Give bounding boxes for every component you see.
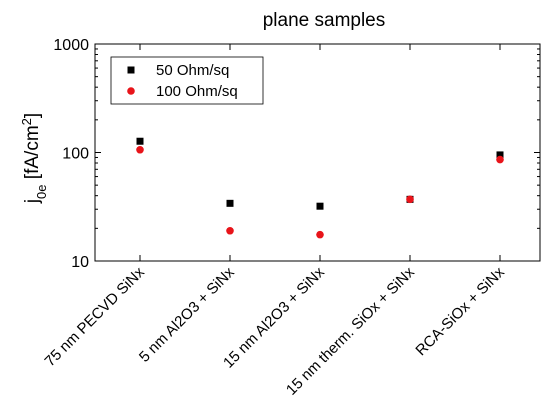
data-point-100-ohm — [496, 155, 504, 164]
legend-label-50-ohm: 50 Ohm/sq — [156, 62, 229, 79]
x-category-label: 5 nm Al2O3 + SiNx — [136, 263, 238, 365]
legend: 50 Ohm/sq 100 Ohm/sq — [110, 56, 264, 105]
y-axis — [95, 48, 540, 262]
data-point-100-ohm — [406, 195, 414, 204]
legend-marker-100-ohm — [127, 87, 135, 95]
legend-marker-50-ohm — [127, 66, 135, 74]
y-tick-label: 1000 — [53, 37, 89, 54]
x-axis — [139, 44, 501, 261]
data-point-50-ohm — [136, 137, 144, 145]
data-point-50-ohm — [496, 151, 504, 159]
y-tick-labels: 10 100 1000 — [53, 37, 89, 271]
data-point-100-ohm — [226, 226, 234, 235]
data-points — [136, 137, 504, 239]
data-point-50-ohm — [316, 202, 324, 210]
x-category-label: 75 nm PECVD SiNx — [41, 263, 148, 370]
legend-box — [110, 56, 264, 105]
data-point-50-ohm — [226, 199, 234, 207]
data-point-100-ohm — [136, 145, 144, 154]
y-axis-label: j0e [fA/cm2] — [19, 113, 49, 204]
y-tick-label: 10 — [71, 254, 89, 271]
chart-title: plane samples — [263, 10, 386, 31]
data-point-100-ohm — [316, 230, 324, 239]
legend-label-100-ohm: 100 Ohm/sq — [156, 83, 238, 100]
y-tick-label: 100 — [62, 146, 89, 163]
x-category-label: RCA-SiOx + SiNx — [412, 263, 508, 359]
x-category-label: 15 nm Al2O3 + SiNx — [220, 263, 328, 371]
